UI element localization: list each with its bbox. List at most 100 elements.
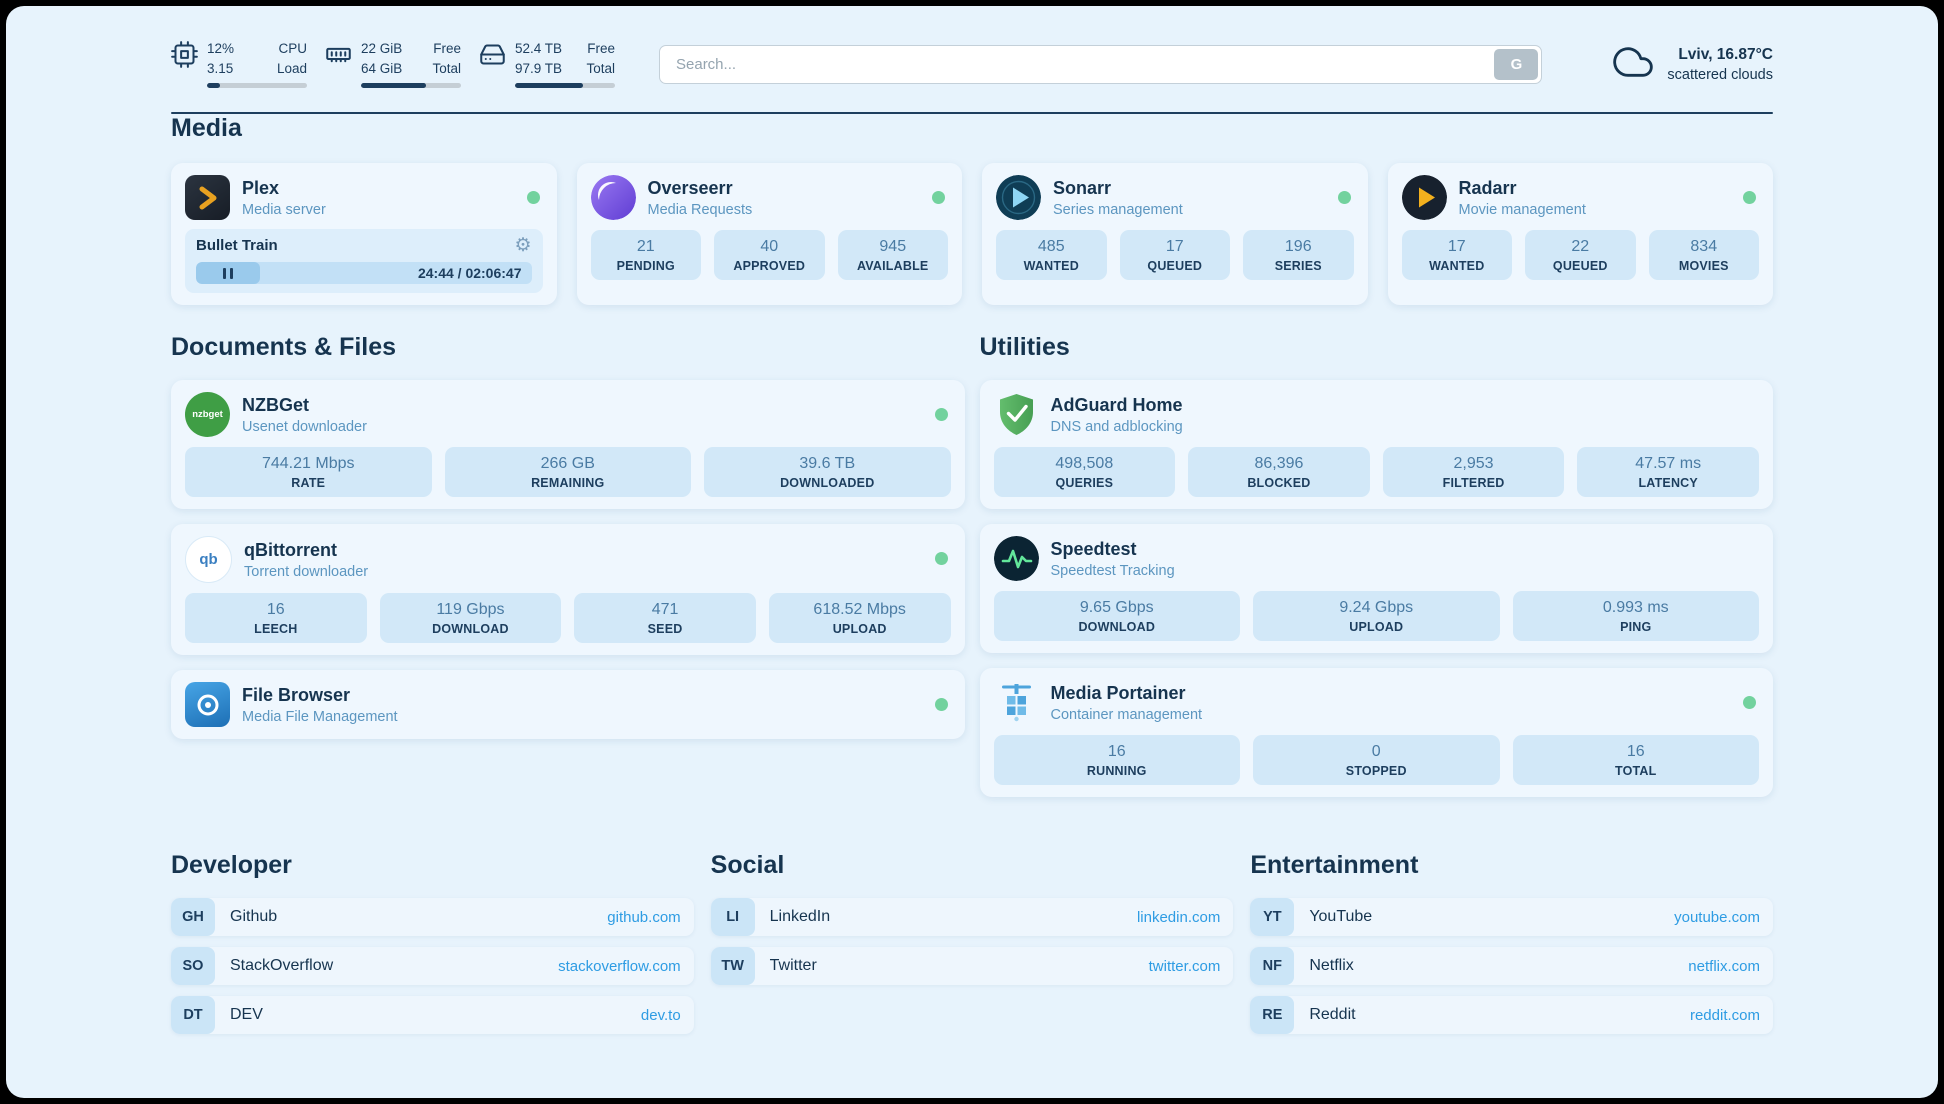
bookmark-url[interactable]: github.com	[607, 908, 681, 926]
stat-box: 16 LEECH	[185, 593, 367, 644]
header-bar: 12% 3.15 CPU Load	[171, 40, 1773, 89]
plex-icon	[185, 175, 230, 221]
playback-progress-bar[interactable]: 24:44 / 02:06:47	[196, 262, 532, 285]
pause-icon[interactable]	[222, 267, 234, 279]
app-card-portainer[interactable]: Media Portainer Container management 16 …	[979, 668, 1773, 798]
plex-player-widget: Bullet Train ⚙ 24:44 / 02:06:47	[185, 229, 543, 294]
app-card-plex[interactable]: Plex Media server Bullet Train ⚙ 24:44	[171, 163, 557, 306]
stat-value: 9.65 Gbps	[1079, 598, 1154, 616]
netflix-icon: NF	[1250, 947, 1295, 986]
nzbget-icon: nzbget	[185, 392, 230, 438]
app-card-qbittorrent[interactable]: qb qBittorrent Torrent downloader 16 LEE…	[171, 524, 965, 656]
app-subtitle: Media Requests	[647, 201, 753, 218]
app-name: Sonarr	[1053, 177, 1112, 198]
app-card-radarr[interactable]: Radarr Movie management 17 WANTED 22 QUE…	[1387, 163, 1773, 306]
app-name: AdGuard Home	[1050, 394, 1183, 415]
app-name: Media Portainer	[1050, 682, 1186, 703]
bookmarks-entertainment: Entertainment YT YouTube youtube.com NF …	[1250, 851, 1773, 1045]
column-utilities: Utilities AdGuard Home DNS and adblockin…	[979, 333, 1773, 798]
app-name: Overseerr	[647, 177, 733, 198]
app-card-overseerr[interactable]: Overseerr Media Requests 21 PENDING 40 A…	[576, 163, 962, 306]
stat-box: 498,508 QUERIES	[993, 447, 1176, 498]
bookmark-github[interactable]: GH Github github.com	[171, 898, 694, 937]
section-title-developer: Developer	[171, 851, 292, 880]
ram-free-value: 22 GiB	[361, 41, 403, 56]
stat-box: 17 WANTED	[1401, 230, 1512, 281]
app-name: NZBGet	[242, 394, 309, 415]
bookmark-stackoverflow[interactable]: SO StackOverflow stackoverflow.com	[171, 947, 694, 986]
bookmarks-social: Social LI LinkedIn linkedin.com TW Twitt…	[710, 851, 1234, 1045]
search-input[interactable]	[660, 45, 1492, 83]
bookmark-url[interactable]: reddit.com	[1689, 1006, 1760, 1024]
stat-value: 9.24 Gbps	[1339, 598, 1414, 616]
overseerr-icon	[590, 175, 636, 221]
stat-box: 0.993 ms PING	[1512, 591, 1759, 642]
status-dot	[526, 191, 540, 205]
stat-value: 17	[1165, 237, 1184, 255]
app-card-sonarr[interactable]: Sonarr Series management 485 WANTED 17 Q…	[982, 163, 1368, 306]
bookmark-twitter[interactable]: TW Twitter twitter.com	[710, 947, 1234, 986]
stat-label: PENDING	[616, 258, 675, 273]
app-subtitle: Movie management	[1458, 201, 1586, 218]
gear-icon[interactable]: ⚙	[514, 235, 532, 257]
bookmark-url[interactable]: twitter.com	[1148, 957, 1221, 975]
stat-label: UPLOAD	[1349, 619, 1404, 634]
stat-value: 16	[1107, 742, 1126, 760]
bookmark-linkedin[interactable]: LI LinkedIn linkedin.com	[710, 898, 1234, 937]
bookmark-netflix[interactable]: NF Netflix netflix.com	[1250, 947, 1773, 986]
bookmark-url[interactable]: youtube.com	[1674, 908, 1760, 926]
stat-value: 16	[1626, 742, 1645, 760]
stat-value: 86,396	[1254, 454, 1304, 472]
stat-label: UPLOAD	[832, 621, 887, 636]
stat-value: 945	[879, 237, 907, 255]
cpu-icon	[171, 41, 198, 88]
bookmark-url[interactable]: stackoverflow.com	[558, 957, 681, 975]
stat-box: 39.6 TB DOWNLOADED	[704, 447, 951, 498]
bookmark-youtube[interactable]: YT YouTube youtube.com	[1250, 898, 1773, 937]
filebrowser-icon	[185, 682, 230, 728]
portainer-icon	[994, 680, 1039, 725]
stat-label: RUNNING	[1086, 763, 1147, 778]
status-dot	[1743, 191, 1756, 205]
stat-box: 47.57 ms LATENCY	[1577, 447, 1759, 498]
bookmark-name: Github	[230, 908, 278, 926]
ram-icon	[325, 41, 352, 88]
stat-label: MOVIES	[1678, 258, 1729, 273]
search-bar: G	[659, 44, 1543, 84]
bookmark-dev[interactable]: DT DEV dev.to	[171, 996, 694, 1035]
app-card-nzbget[interactable]: nzbget NZBGet Usenet downloader 744.21 M…	[171, 380, 965, 510]
status-dot	[932, 191, 945, 205]
stat-box: 40 APPROVED	[714, 230, 825, 281]
search-engine-button[interactable]: G	[1494, 48, 1539, 80]
stat-box: 485 WANTED	[996, 230, 1107, 281]
dashboard-page: 12% 3.15 CPU Load	[6, 6, 1938, 1098]
weather-location: Lviv, 16.87°C	[1678, 45, 1773, 63]
speedtest-icon	[993, 536, 1039, 582]
app-card-speedtest[interactable]: Speedtest Speedtest Tracking 9.65 Gbps D…	[979, 524, 1773, 654]
stat-value: 119 Gbps	[436, 600, 505, 618]
bookmark-url[interactable]: dev.to	[640, 1006, 681, 1024]
bookmark-url[interactable]: netflix.com	[1688, 957, 1760, 975]
stat-label: STOPPED	[1345, 763, 1407, 778]
stat-box: 834 MOVIES	[1648, 230, 1759, 281]
bookmark-name: StackOverflow	[230, 957, 334, 975]
bookmark-name: Netflix	[1309, 957, 1354, 975]
stat-label: TOTAL	[1614, 763, 1657, 778]
reddit-icon: RE	[1250, 996, 1295, 1035]
bookmark-name: Twitter	[769, 957, 817, 975]
stat-label: FILTERED	[1442, 475, 1505, 490]
bookmark-reddit[interactable]: RE Reddit reddit.com	[1250, 996, 1773, 1035]
bookmark-url[interactable]: linkedin.com	[1136, 908, 1221, 926]
cpu-monitor: 12% 3.15 CPU Load	[171, 40, 307, 89]
app-card-adguard[interactable]: AdGuard Home DNS and adblocking 498,508 …	[979, 380, 1773, 510]
stat-label: WANTED	[1429, 258, 1485, 273]
stat-label: SEED	[647, 621, 683, 636]
app-card-filebrowser[interactable]: File Browser Media File Management	[171, 670, 965, 740]
app-name: File Browser	[242, 684, 351, 705]
stat-value: 16	[266, 600, 285, 618]
stat-label: REMAINING	[531, 475, 605, 490]
section-title-media: Media	[171, 114, 242, 143]
app-name: Radarr	[1458, 177, 1517, 198]
app-subtitle: Speedtest Tracking	[1050, 562, 1175, 579]
app-subtitle: DNS and adblocking	[1050, 418, 1183, 435]
